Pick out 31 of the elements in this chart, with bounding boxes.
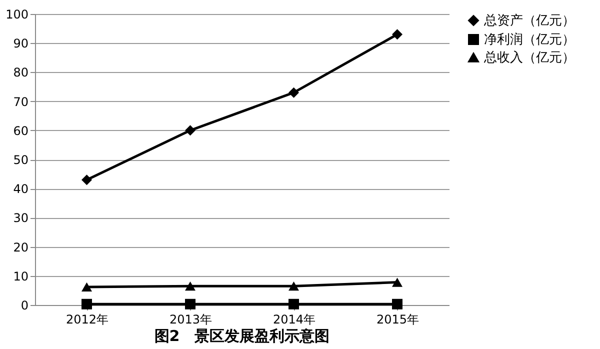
point <box>288 298 299 310</box>
y-tick-label: 20 <box>13 240 28 254</box>
point <box>82 174 92 186</box>
y-tick-label: 10 <box>13 269 28 284</box>
x-tick-label: 2014年 <box>272 312 316 326</box>
point <box>288 282 299 291</box>
y-tick-label: 30 <box>13 211 28 226</box>
y-tick-label: 0 <box>20 298 28 312</box>
legend-label: 总资产（亿元） <box>483 14 575 28</box>
x-tick-label: 2013年 <box>169 312 212 326</box>
y-tick-label: 80 <box>13 66 28 80</box>
point <box>392 29 402 40</box>
y-tick-label: 70 <box>13 94 28 109</box>
legend-label: 净利润（亿元） <box>484 32 575 48</box>
point <box>185 282 196 291</box>
legend-label: 总收入（亿元） <box>483 50 575 66</box>
point <box>82 298 92 310</box>
text: 图2 景区发展盈利示意图 <box>154 327 330 345</box>
point <box>185 298 196 310</box>
y-tick-label: 50 <box>13 153 28 167</box>
x-tick-label: 2012年 <box>66 312 109 326</box>
y-tick-label: 40 <box>13 182 28 196</box>
point <box>82 282 92 292</box>
y-tick-label: 100 <box>6 8 28 22</box>
point <box>392 278 402 287</box>
point <box>392 298 402 310</box>
point <box>288 87 299 98</box>
x-tick-label: 2015年 <box>376 312 420 326</box>
point <box>185 125 196 136</box>
y-tick-label: 60 <box>13 124 28 138</box>
y-tick-label: 90 <box>13 36 28 51</box>
